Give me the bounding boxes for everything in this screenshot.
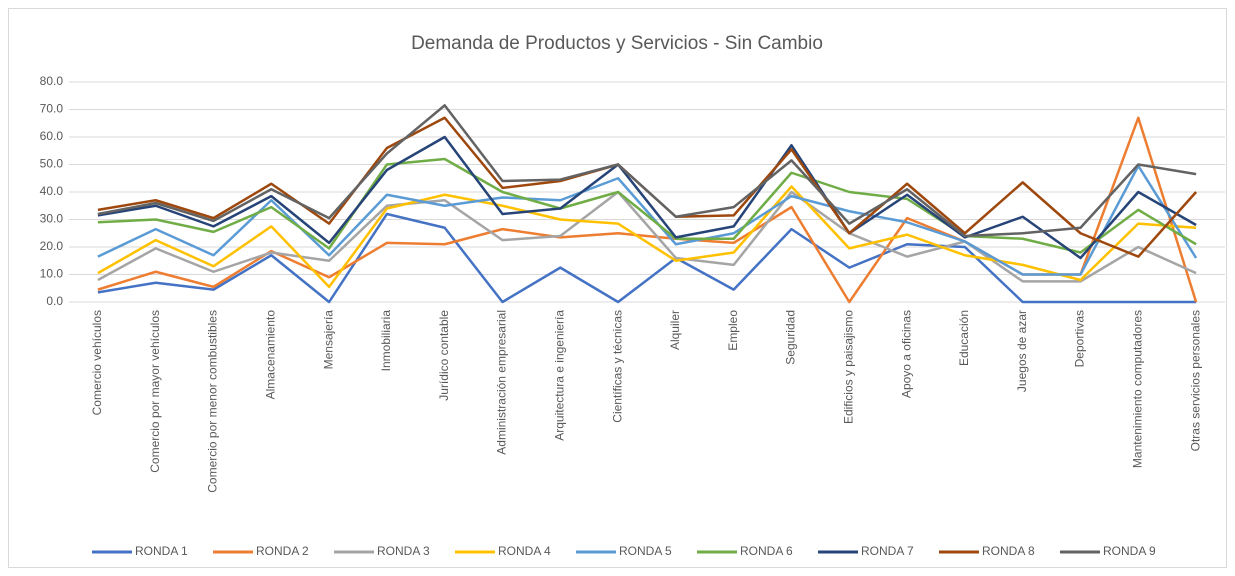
x-tick-label: Mensajería (321, 310, 335, 370)
x-tick-label: Empleo (726, 310, 740, 351)
x-tick-label: Arquitectura e ingeniería (552, 310, 566, 441)
y-tick-label: 0.0 (46, 294, 63, 308)
x-tick-label: Almacenamiento (263, 310, 277, 400)
y-tick-label: 30.0 (40, 212, 64, 226)
chart-border (8, 8, 1227, 568)
series-line (97, 135, 1197, 260)
legend-label: RONDA 6 (740, 544, 793, 558)
x-tick-label: Científicas y técnicas (610, 310, 624, 423)
x-tick-label: Comercio por menor combustibles (206, 310, 220, 493)
x-tick-label: Inmobiliaria (379, 310, 393, 372)
x-tick-label: Edificios y paisajismo (841, 310, 855, 424)
x-tick-label: Juegos de azar (1015, 310, 1029, 392)
y-tick-label: 60.0 (40, 129, 64, 143)
legend-label: RONDA 9 (1103, 544, 1156, 558)
x-tick-label: Administración empresarial (495, 310, 509, 455)
series-line (97, 157, 1197, 254)
legend-label: RONDA 3 (377, 544, 430, 558)
x-tick-label: Comercio vehículos (90, 310, 104, 415)
legend-label: RONDA 7 (861, 544, 914, 558)
x-tick-label: Alquiler (668, 310, 682, 350)
series-line (97, 212, 1197, 304)
series-line (97, 104, 1197, 238)
y-tick-label: 70.0 (40, 102, 64, 116)
legend-label: RONDA 8 (982, 544, 1035, 558)
y-tick-label: 40.0 (40, 184, 64, 198)
legend-label: RONDA 2 (256, 544, 309, 558)
x-tick-label: Jurídico contable (437, 310, 451, 401)
x-tick-label: Educación (957, 310, 971, 366)
y-tick-label: 10.0 (40, 267, 64, 281)
x-tick-label: Mantenimiento computadores (1130, 310, 1144, 468)
x-tick-label: Seguridad (784, 310, 798, 365)
series-line (97, 164, 1198, 276)
legend-label: RONDA 1 (135, 544, 188, 558)
series-line (97, 185, 1197, 289)
legend-label: RONDA 4 (498, 544, 551, 558)
x-tick-label: Otras servicios personales (1188, 310, 1202, 451)
y-tick-label: 50.0 (40, 157, 64, 171)
chart-title: Demanda de Productos y Servicios - Sin C… (411, 33, 823, 54)
x-tick-label: Apoyo a oficinas (899, 310, 913, 398)
x-tick-label: Deportivas (1073, 310, 1087, 367)
x-tick-label: Comercio por mayor vehículos (148, 310, 162, 473)
series-line (97, 190, 1197, 283)
legend-label: RONDA 5 (619, 544, 672, 558)
y-tick-label: 80.0 (40, 74, 64, 88)
y-tick-label: 20.0 (40, 239, 64, 253)
